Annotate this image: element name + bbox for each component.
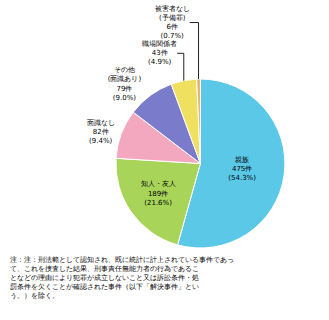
svg-text:その他(面識あり)79件(9.0%): その他(面識あり)79件(9.0%) [108,66,142,101]
svg-text:注：注：刑法範として認知され、既に統計に計上されている事件で: 注：注：刑法範として認知され、既に統計に計上されている事件であって、これを捜査し… [10,256,234,300]
svg-text:知人・友人189件(21.6%): 知人・友人189件(21.6%) [141,180,176,206]
svg-text:職場関係者43件(4.9%): 職場関係者43件(4.9%) [142,40,177,66]
svg-text:面識なし82件(9.4%): 面識なし82件(9.4%) [87,119,115,145]
svg-text:被害者なし(予備罪)6件(0.7%): 被害者なし(予備罪)6件(0.7%) [155,5,190,40]
svg-text:親族475件(54.3%): 親族475件(54.3%) [228,156,256,182]
